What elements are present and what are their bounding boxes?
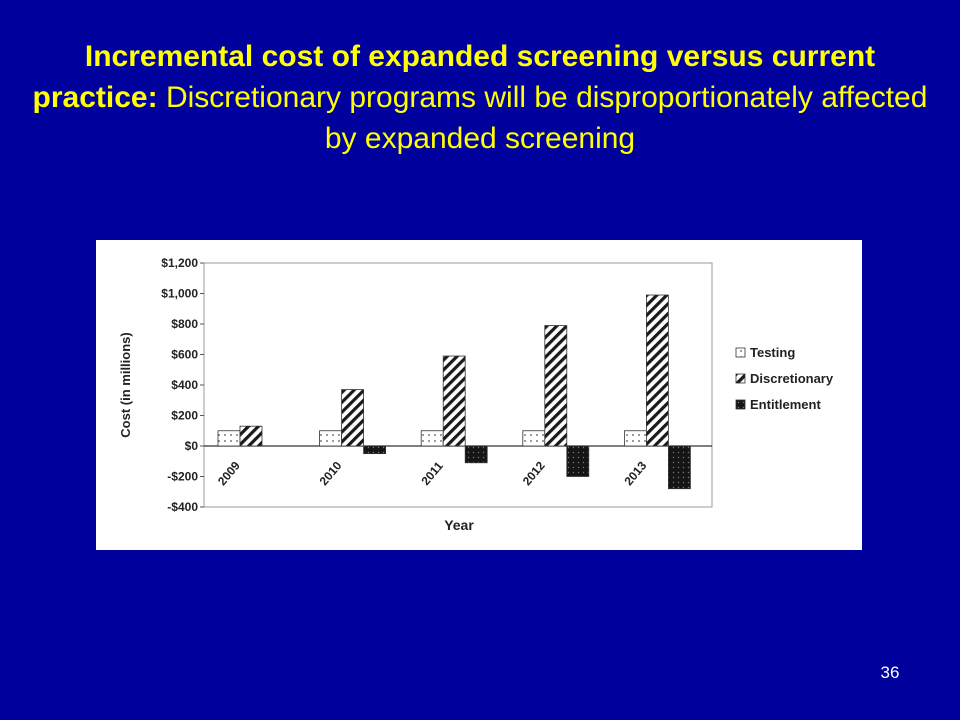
y-axis-label: Cost (in millions) <box>118 332 133 437</box>
bar-discretionary-2012 <box>544 325 568 447</box>
bar-testing-2012 <box>522 430 546 447</box>
slide-title-normal: Discretionary programs will be dispropor… <box>165 81 928 155</box>
x-tick-label: 2012 <box>520 458 548 488</box>
x-tick-label: 2010 <box>317 458 345 488</box>
slide-title: Incremental cost of expanded screening v… <box>30 36 930 159</box>
bar-entitlement-2013 <box>668 445 691 490</box>
y-tick-label: -$400 <box>167 500 198 514</box>
y-tick-label: $600 <box>171 348 198 362</box>
legend-swatch-testing <box>735 347 746 358</box>
y-tick-label: -$200 <box>167 470 198 484</box>
x-tick-label: 2013 <box>621 458 649 488</box>
x-axis-label: Year <box>444 517 474 533</box>
chart-panel: $1,200 $1,000 $800 $600 $400 $200 $0 -$200 -$400… <box>96 240 862 550</box>
bar-testing-2013 <box>624 430 647 447</box>
y-tick-label: $200 <box>171 409 198 423</box>
bar-discretionary-2009 <box>239 425 263 447</box>
bar-entitlement-2011 <box>464 445 488 464</box>
y-tick-label: $400 <box>171 378 198 392</box>
bar-testing-2011 <box>420 430 444 447</box>
bar-testing-2009 <box>217 430 241 447</box>
bar-entitlement-2012 <box>566 445 590 477</box>
bar-discretionary-2011 <box>442 355 466 447</box>
y-tick-label: $0 <box>185 439 199 453</box>
y-tick-label: $1,200 <box>161 256 198 270</box>
y-tick-label: $1,000 <box>161 287 198 301</box>
y-tick-label: $800 <box>171 317 198 331</box>
page-number: 36 <box>880 663 900 682</box>
legend-label-testing: Testing <box>750 345 795 360</box>
x-tick-label: 2011 <box>418 459 446 488</box>
bar-entitlement-2010 <box>363 445 387 455</box>
bar-discretionary-2013 <box>646 294 669 447</box>
cost-bar-chart: $1,200 $1,000 $800 $600 $400 $200 $0 -$200 -$400… <box>118 256 834 533</box>
x-tick-label: 2009 <box>215 458 243 488</box>
legend-label-entitlement: Entitlement <box>750 397 821 412</box>
slide-title-bold: Incremental cost of expanded screening v… <box>32 40 876 114</box>
bar-testing-2010 <box>319 430 343 447</box>
legend-swatch-entitlement <box>735 399 746 410</box>
legend-swatch-discretionary <box>735 373 746 384</box>
bar-discretionary-2010 <box>341 389 365 447</box>
legend-label-discretionary: Discretionary <box>750 371 834 386</box>
